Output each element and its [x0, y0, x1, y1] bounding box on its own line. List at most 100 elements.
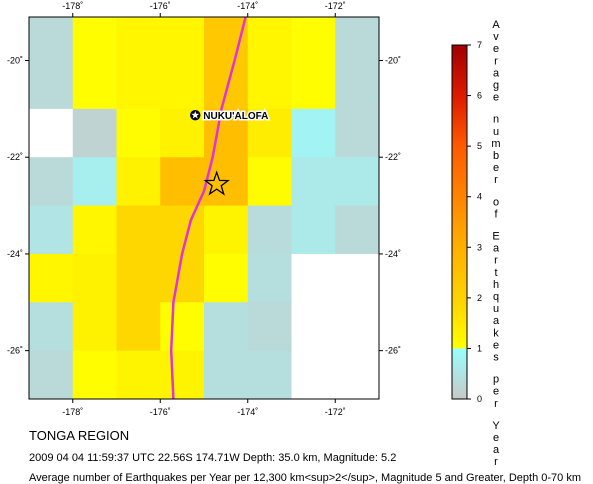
grid-cell: [29, 350, 74, 400]
colorbar-title-char: E: [492, 231, 499, 243]
colorbar-title-char: r: [494, 456, 498, 468]
grid-cell: [204, 350, 249, 400]
grid-cell: [116, 253, 161, 303]
grid-cell: [291, 350, 336, 400]
grid-cell: [335, 157, 380, 207]
event-details: 2009 04 04 11:59:37 UTC 22.56S 174.71W D…: [29, 452, 397, 464]
colorbar-tick-label: 5: [477, 141, 482, 151]
colorbar-title-char: r: [494, 398, 498, 410]
grid-cell: [160, 17, 205, 62]
grid-cell: [29, 60, 74, 110]
epicenter-star-icon: [203, 170, 230, 196]
grid-cell: [204, 108, 249, 158]
lon-label-top: -176˚: [150, 1, 171, 11]
colorbar-title-char: r: [494, 255, 498, 267]
grid-cell: [247, 60, 292, 110]
colorbar-tick-label: 4: [477, 192, 482, 202]
grid-cell: [291, 157, 336, 207]
lat-label-right: -24˚: [385, 249, 401, 259]
density-grid: [29, 17, 380, 400]
grid-cell: [116, 350, 161, 400]
lat-label-left: -20˚: [7, 56, 23, 66]
colorbar-title-char: a: [493, 243, 500, 255]
grid-cell: [204, 253, 249, 303]
grid-cell: [247, 108, 292, 158]
colorbar-tick-label: 6: [477, 91, 482, 101]
map-axes: -178˚ -178˚ -176˚ -176˚ -174˚ -174˚ -172˚ -172˚…: [7, 1, 401, 417]
grid-cell: [291, 205, 336, 255]
grid-cell: [116, 157, 161, 207]
colorbar-title-char: u: [493, 126, 499, 138]
grid-cell: [335, 253, 380, 303]
lon-label-bottom: -176˚: [150, 407, 171, 417]
grid-cell: [204, 60, 249, 110]
colorbar-title-char: e: [493, 386, 499, 398]
plate-boundary: [169, 16, 247, 400]
grid-cell: [160, 157, 205, 207]
colorbar: 01234567AveragenumberofEarthquakesperYea…: [451, 19, 501, 468]
colorbar-tick-label: 2: [477, 293, 482, 303]
grid-cell: [335, 17, 380, 62]
grid-cell: [335, 60, 380, 110]
colorbar-title-char: k: [493, 327, 499, 339]
colorbar-title-char: h: [493, 279, 499, 291]
grid-cell: [72, 350, 117, 400]
map-markers: NUKU'ALOFA: [190, 110, 270, 196]
colorbar-segment: [452, 45, 467, 349]
colorbar-segment: [452, 348, 467, 399]
colorbar-title-char: A: [492, 19, 500, 31]
grid-cell: [247, 17, 292, 62]
lat-label-right: -22˚: [385, 152, 401, 162]
colorbar-title-char: r: [494, 55, 498, 67]
colorbar-title-char: e: [493, 92, 499, 104]
grid-cell: [29, 108, 74, 158]
colorbar-title-char: n: [493, 114, 499, 126]
colorbar-title-char: e: [493, 43, 499, 55]
grid-cell: [247, 205, 292, 255]
colorbar-tick-label: 3: [477, 242, 482, 252]
colorbar-title-char: a: [493, 315, 500, 327]
grid-cell: [29, 17, 74, 62]
lon-label-top: -178˚: [62, 1, 83, 11]
grid-cell: [247, 350, 292, 400]
grid-cell: [72, 205, 117, 255]
colorbar-title-char: Y: [492, 420, 500, 432]
colorbar-tick-label: 0: [477, 394, 482, 404]
lat-label-right: -26˚: [385, 346, 401, 356]
grid-cell: [72, 253, 117, 303]
grid-cell: [72, 108, 117, 158]
colorbar-title-char: b: [493, 150, 499, 162]
grid-cell: [160, 253, 205, 303]
grid-cell: [291, 17, 336, 62]
colorbar-tick-label: 7: [477, 40, 482, 50]
grid-cell: [72, 302, 117, 352]
grid-cell: [335, 350, 380, 400]
grid-cell: [29, 205, 74, 255]
colorbar-title-char: a: [493, 444, 500, 456]
map-description: Average number of Earthquakes per Year p…: [29, 472, 581, 484]
grid-cell: [247, 302, 292, 352]
colorbar-title-char: s: [493, 352, 499, 364]
grid-cell: [291, 253, 336, 303]
city-label: NUKU'ALOFA: [203, 111, 268, 122]
grid-cell: [160, 60, 205, 110]
grid-cell: [160, 302, 205, 352]
grid-cell: [335, 205, 380, 255]
colorbar-title-char: e: [493, 339, 499, 351]
grid-cell: [72, 157, 117, 207]
lat-label-left: -24˚: [7, 249, 23, 259]
grid-cell: [116, 205, 161, 255]
lon-label-top: -174˚: [237, 1, 258, 11]
colorbar-title-char: e: [493, 432, 499, 444]
grid-cell: [160, 205, 205, 255]
colorbar-title-char: m: [491, 138, 500, 150]
grid-cell: [291, 302, 336, 352]
grid-cell: [335, 302, 380, 352]
grid-cell: [29, 157, 74, 207]
grid-cell: [335, 108, 380, 158]
lon-label-bottom: -172˚: [325, 407, 346, 417]
grid-cell: [247, 157, 292, 207]
grid-cell: [204, 17, 249, 62]
grid-cell: [116, 17, 161, 62]
